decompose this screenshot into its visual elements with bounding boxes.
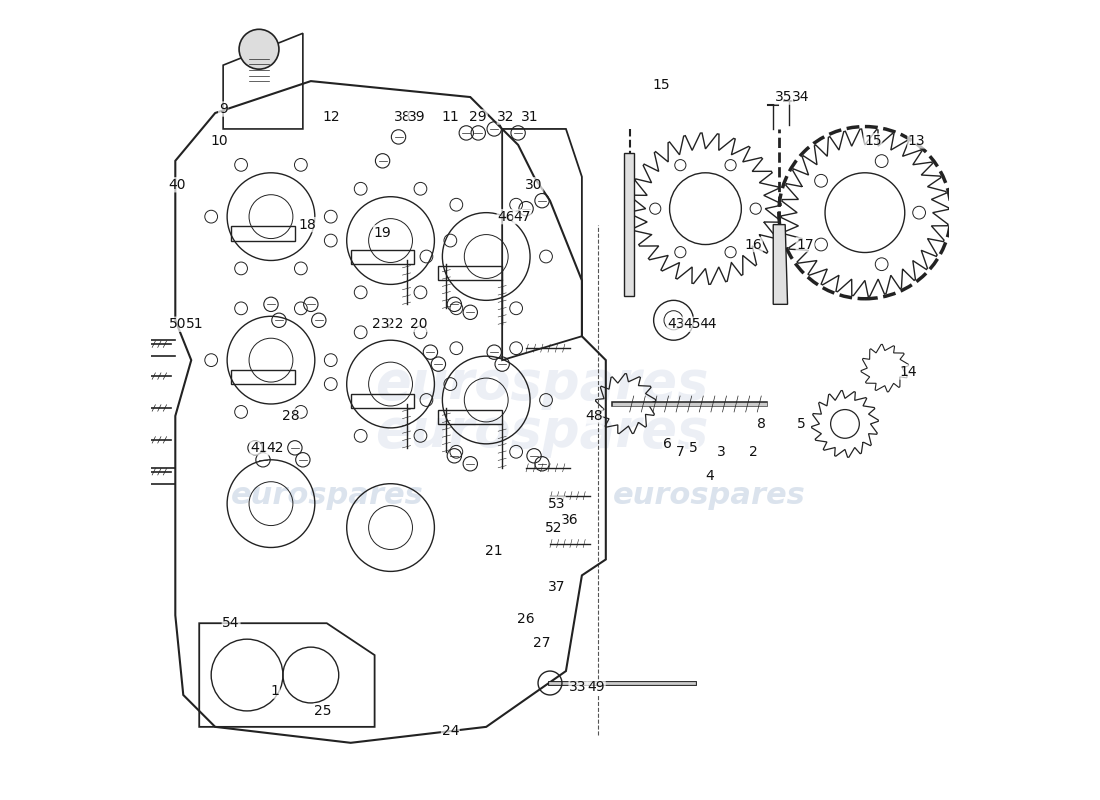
Text: 23: 23 [372,318,389,331]
Text: 14: 14 [900,365,917,379]
Text: 42: 42 [266,441,284,455]
Text: 35: 35 [774,90,792,104]
Text: 21: 21 [485,545,503,558]
Text: 26: 26 [517,612,535,626]
Text: 40: 40 [168,178,186,192]
Text: 45: 45 [683,318,701,331]
Text: 50: 50 [169,318,186,331]
Text: 25: 25 [314,704,331,718]
Text: 1: 1 [271,684,279,698]
Text: 3: 3 [717,445,726,459]
Text: 7: 7 [675,445,684,459]
Text: eurospares: eurospares [613,481,806,510]
Text: 5: 5 [689,441,697,455]
Text: 34: 34 [792,90,810,104]
Bar [231,370,295,384]
Text: 28: 28 [282,409,299,423]
Bar [231,226,295,241]
Text: 53: 53 [548,497,565,510]
Text: 9: 9 [219,102,228,116]
Text: 18: 18 [298,218,316,232]
Text: 4: 4 [705,469,714,482]
Text: 49: 49 [587,680,605,694]
Text: 17: 17 [796,238,814,251]
Text: 19: 19 [374,226,392,239]
Text: eurospares: eurospares [230,481,424,510]
Text: eurospares: eurospares [375,358,708,410]
Bar [439,266,503,281]
Text: 37: 37 [548,580,565,594]
Text: 6: 6 [663,437,672,451]
Text: 13: 13 [908,134,925,148]
Text: 15: 15 [865,134,882,148]
Text: 52: 52 [546,521,563,534]
Text: 27: 27 [534,636,551,650]
Text: 10: 10 [210,134,228,148]
Text: 51: 51 [186,318,204,331]
Text: 54: 54 [222,616,240,630]
Bar [351,394,415,408]
Text: 48: 48 [585,409,603,423]
Text: 20: 20 [409,318,427,331]
Text: 8: 8 [757,417,766,431]
Text: 15: 15 [652,78,670,92]
Text: 31: 31 [521,110,539,124]
Bar [351,250,415,265]
Text: 38: 38 [394,110,411,124]
Text: 36: 36 [561,513,579,526]
Text: 2: 2 [749,445,758,459]
Text: 11: 11 [441,110,459,124]
Bar [624,153,634,296]
Text: 29: 29 [470,110,487,124]
Text: 41: 41 [250,441,267,455]
Text: 46: 46 [497,210,515,224]
Text: 5: 5 [796,417,805,431]
Text: 30: 30 [526,178,542,192]
Text: 12: 12 [322,110,340,124]
Text: 16: 16 [745,238,762,251]
Text: 47: 47 [514,210,531,224]
Text: 43: 43 [668,318,684,331]
Text: 44: 44 [700,318,716,331]
Text: 32: 32 [497,110,515,124]
Text: 33: 33 [569,680,586,694]
Text: eurospares: eurospares [375,406,708,458]
Text: 39: 39 [408,110,426,124]
Circle shape [239,30,279,69]
Text: 22: 22 [386,318,404,331]
Text: 24: 24 [441,724,459,738]
Bar [439,410,503,424]
Polygon shape [773,225,788,304]
